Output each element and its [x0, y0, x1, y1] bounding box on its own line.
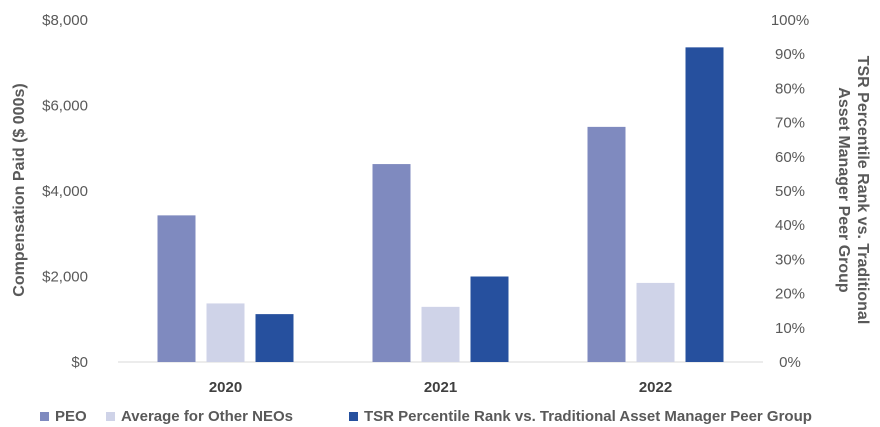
right-y-tick-label: 0%	[779, 354, 801, 371]
legend-label: Average for Other NEOs	[121, 408, 293, 425]
left-y-tick-label: $8,000	[42, 12, 88, 29]
x-axis: 2020 2021 2022	[209, 379, 672, 396]
bar-peo-2021	[372, 164, 411, 362]
bar-peo-2020	[157, 215, 196, 362]
right-y-tick-label: 70%	[775, 115, 805, 132]
left-y-axis-title: Compensation Paid ($ 000s)	[11, 83, 28, 296]
legend-label: TSR Percentile Rank vs. Traditional Asse…	[364, 408, 812, 425]
right-y-tick-label: 50%	[775, 183, 805, 200]
left-y-tick-label: $2,000	[42, 269, 88, 286]
right-y-axis-title: TSR Percentile Rank vs. TraditionalAsset…	[835, 56, 871, 325]
right-y-axis-title-line: Asset Manager Peer Group	[835, 87, 852, 293]
legend-swatch	[349, 412, 358, 421]
right-y-tick-label: 40%	[775, 217, 805, 234]
bar-peo-2022	[587, 126, 626, 362]
x-tick-label: 2022	[639, 379, 672, 396]
left-y-tick-label: $4,000	[42, 183, 88, 200]
left-y-axis: $0 $2,000 $4,000 $6,000 $8,000	[42, 12, 88, 371]
right-y-tick-label: 80%	[775, 80, 805, 97]
right-y-tick-label: 90%	[775, 46, 805, 63]
bar-tsr-2022	[685, 47, 724, 363]
bar-average-2021	[421, 306, 460, 362]
left-y-tick-label: $0	[71, 354, 88, 371]
legend-swatch	[106, 412, 115, 421]
legend-label: PEO	[55, 408, 87, 425]
right-y-tick-label: 20%	[775, 286, 805, 303]
right-y-axis: 0% 10% 20% 30% 40% 50% 60% 70% 80% 90% 100%	[771, 12, 809, 371]
right-y-tick-label: 30%	[775, 251, 805, 268]
legend: PEO Average for Other NEOs TSR Percentile …	[40, 408, 812, 425]
bar-series	[157, 47, 724, 363]
bar-tsr-2020	[255, 314, 294, 362]
left-y-tick-label: $6,000	[42, 98, 88, 115]
x-tick-label: 2021	[424, 379, 457, 396]
legend-swatch	[40, 412, 49, 421]
bar-tsr-2021	[470, 276, 509, 362]
right-y-tick-label: 100%	[771, 12, 809, 29]
right-y-tick-label: 60%	[775, 149, 805, 166]
x-tick-label: 2020	[209, 379, 242, 396]
bar-average-2020	[206, 303, 245, 362]
right-y-axis-title-line: TSR Percentile Rank vs. Traditional	[854, 56, 871, 325]
bar-average-2022	[636, 282, 675, 362]
right-y-tick-label: 10%	[775, 320, 805, 337]
